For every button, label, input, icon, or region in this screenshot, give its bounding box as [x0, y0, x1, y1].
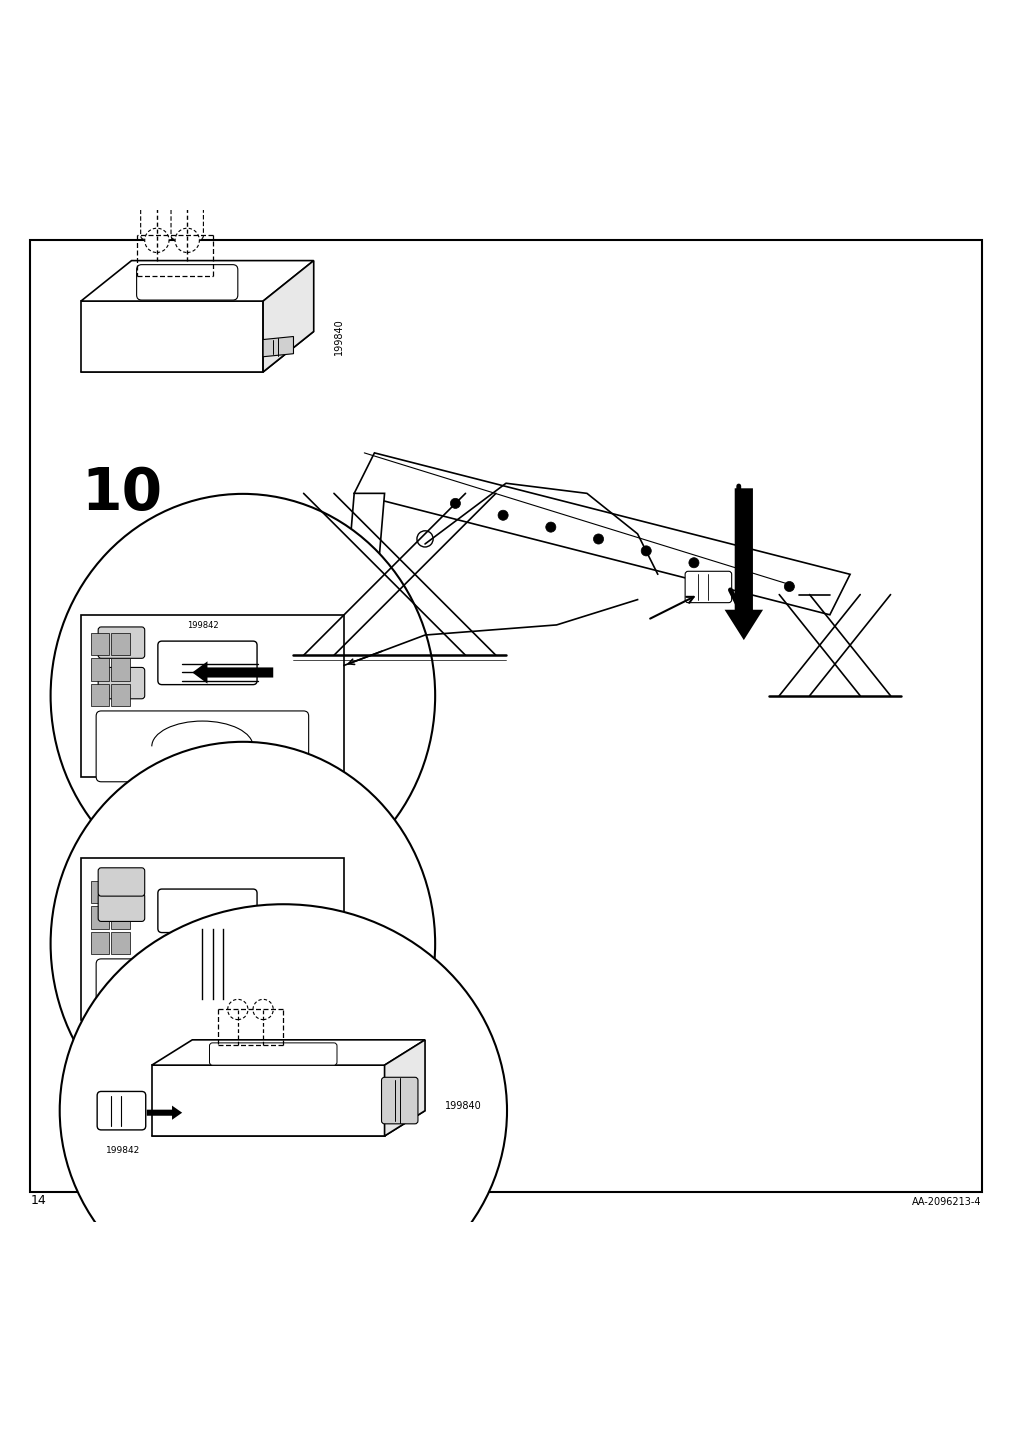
Circle shape [450, 498, 460, 508]
Polygon shape [263, 337, 293, 357]
Bar [91, 932, 109, 954]
Polygon shape [354, 453, 849, 614]
Text: 14: 14 [30, 1194, 47, 1207]
Bar [91, 633, 109, 656]
Polygon shape [152, 1065, 384, 1136]
Text: 10: 10 [81, 465, 162, 521]
FancyBboxPatch shape [141, 196, 173, 239]
FancyBboxPatch shape [98, 667, 145, 699]
FancyBboxPatch shape [98, 627, 145, 659]
Polygon shape [81, 858, 344, 1020]
FancyBboxPatch shape [98, 868, 145, 896]
Circle shape [784, 581, 794, 591]
Circle shape [736, 570, 746, 580]
Polygon shape [152, 1111, 425, 1136]
FancyBboxPatch shape [136, 265, 238, 301]
FancyArrow shape [147, 1106, 182, 1120]
FancyBboxPatch shape [96, 959, 308, 1025]
FancyBboxPatch shape [209, 1042, 337, 1065]
FancyBboxPatch shape [381, 1077, 418, 1124]
FancyBboxPatch shape [98, 894, 145, 921]
Ellipse shape [51, 494, 435, 898]
Circle shape [175, 228, 199, 252]
Polygon shape [384, 1040, 425, 1136]
Circle shape [688, 557, 699, 569]
Circle shape [641, 546, 651, 556]
Circle shape [145, 228, 169, 252]
Polygon shape [81, 301, 263, 372]
FancyArrow shape [192, 662, 273, 683]
Text: 199842: 199842 [106, 1146, 141, 1156]
Bar [111, 881, 129, 904]
FancyArrow shape [211, 924, 234, 990]
Text: 199840: 199840 [445, 1101, 481, 1111]
Polygon shape [81, 261, 313, 301]
Ellipse shape [51, 742, 435, 1146]
Polygon shape [81, 331, 313, 372]
Polygon shape [263, 261, 313, 372]
Bar [91, 881, 109, 904]
Circle shape [497, 510, 508, 520]
FancyBboxPatch shape [684, 571, 731, 603]
FancyBboxPatch shape [97, 1091, 146, 1130]
Circle shape [545, 523, 555, 533]
FancyArrow shape [724, 488, 762, 640]
Bar [91, 906, 109, 928]
Bar [111, 633, 129, 656]
Bar [111, 659, 129, 680]
Circle shape [253, 1000, 273, 1020]
Bar [111, 683, 129, 706]
Polygon shape [81, 614, 344, 776]
Text: 199840: 199840 [334, 318, 344, 355]
Text: AA-2096213-4: AA-2096213-4 [911, 1197, 981, 1207]
Polygon shape [152, 1040, 425, 1065]
Text: 199842: 199842 [187, 621, 218, 630]
Bar [91, 683, 109, 706]
Circle shape [417, 531, 433, 547]
Bar [91, 659, 109, 680]
Bar [111, 906, 129, 928]
FancyBboxPatch shape [96, 710, 308, 782]
Circle shape [592, 534, 603, 544]
FancyBboxPatch shape [158, 889, 257, 932]
Ellipse shape [60, 904, 507, 1317]
Circle shape [227, 1000, 248, 1020]
FancyBboxPatch shape [158, 642, 257, 684]
Polygon shape [344, 494, 384, 614]
FancyBboxPatch shape [171, 196, 203, 239]
Bar [111, 932, 129, 954]
